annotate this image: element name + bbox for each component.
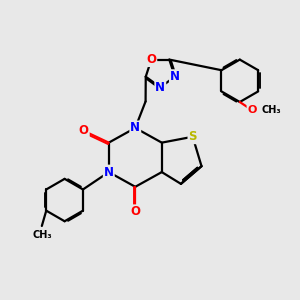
Text: O: O [79, 124, 89, 137]
Text: O: O [130, 205, 140, 218]
Text: O: O [248, 105, 257, 115]
Text: N: N [104, 166, 114, 178]
Text: N: N [130, 122, 140, 134]
Text: S: S [188, 130, 197, 143]
Text: CH₃: CH₃ [32, 230, 52, 240]
Text: N: N [155, 81, 165, 94]
Text: N: N [170, 70, 180, 83]
Text: O: O [146, 53, 156, 66]
Text: CH₃: CH₃ [262, 105, 281, 115]
